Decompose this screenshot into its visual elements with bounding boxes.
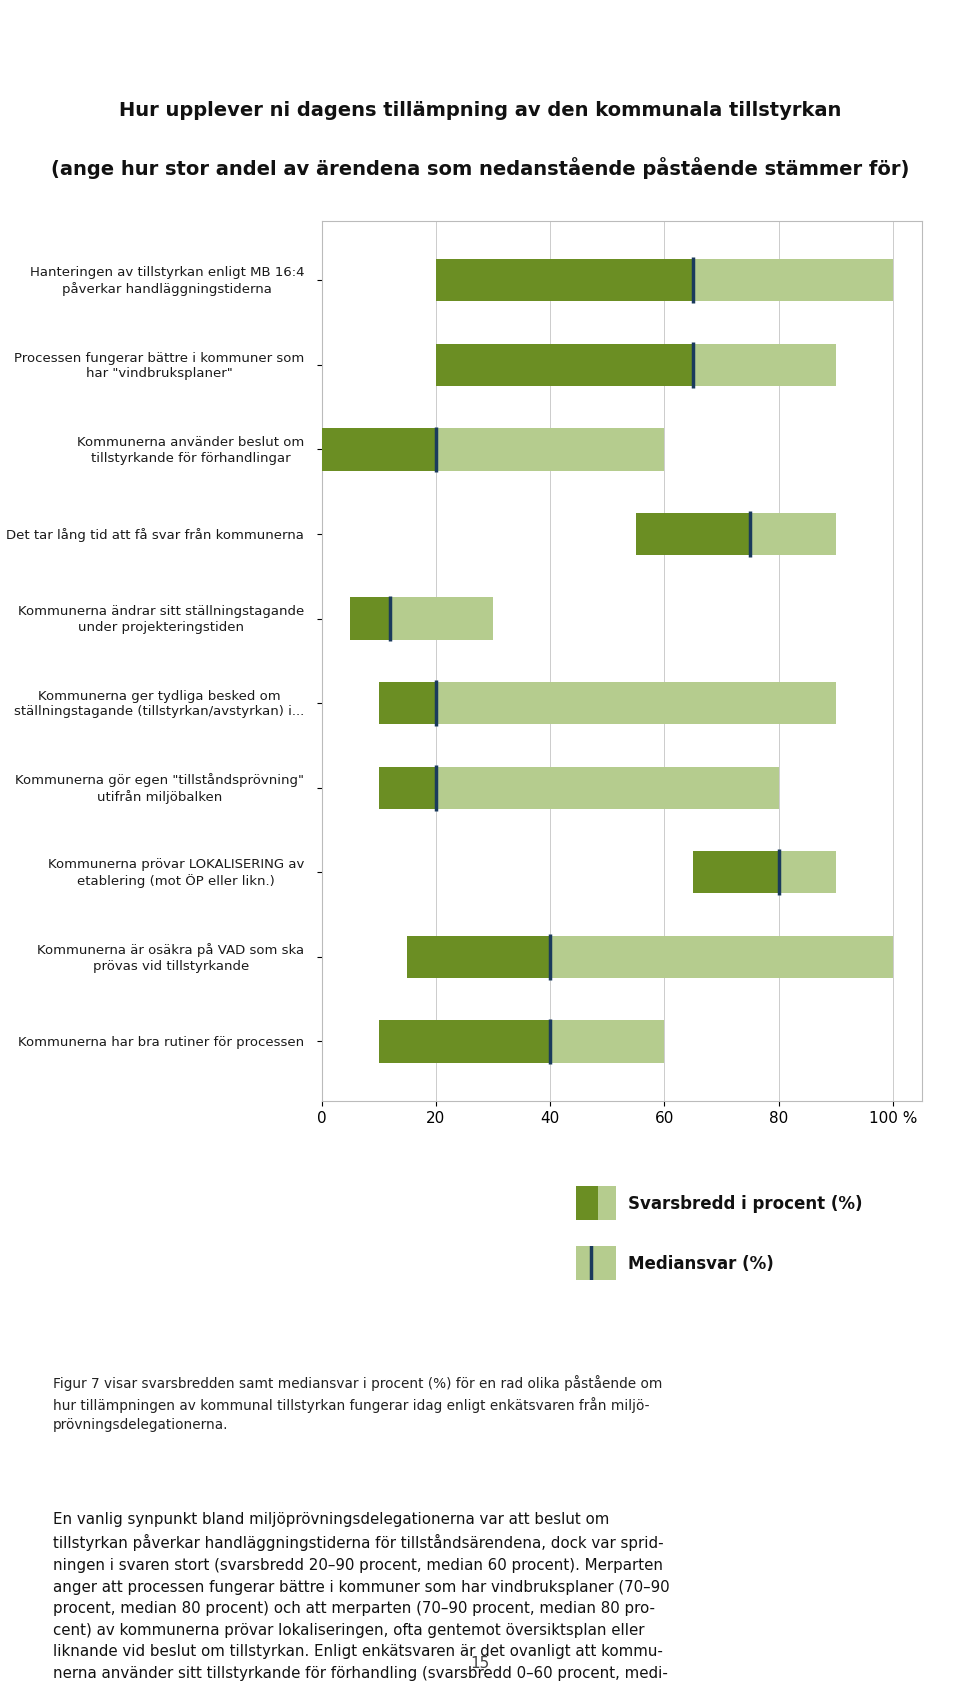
Bar xyxy=(576,1186,598,1221)
Text: Svarsbredd i procent (%): Svarsbredd i procent (%) xyxy=(628,1195,862,1212)
Bar xyxy=(322,428,436,471)
Bar xyxy=(379,766,779,809)
Bar xyxy=(436,259,693,302)
Text: Det tar lång tid att få svar från kommunerna: Det tar lång tid att få svar från kommun… xyxy=(7,527,304,541)
Bar xyxy=(636,514,836,556)
Bar xyxy=(379,766,436,809)
Text: Figur 7 visar svarsbredden samt mediansvar i procent (%) för en rad olika påståe: Figur 7 visar svarsbredden samt mediansv… xyxy=(53,1374,662,1430)
Text: Processen fungerar bättre i kommuner som
har "vindbruksplaner": Processen fungerar bättre i kommuner som… xyxy=(14,352,304,381)
Bar xyxy=(350,597,390,640)
Text: Hur upplever ni dagens tillämpning av den kommunala tillstyrkan: Hur upplever ni dagens tillämpning av de… xyxy=(119,101,841,119)
Text: Kommunerna ger tydliga besked om
ställningstagande (tillstyrkan/avstyrkan) i...: Kommunerna ger tydliga besked om ställni… xyxy=(14,690,304,719)
Text: Kommunerna använder beslut om
tillstyrkande för förhandlingar: Kommunerna använder beslut om tillstyrka… xyxy=(77,435,304,464)
Text: En vanlig synpunkt bland miljöprövningsdelegationerna var att beslut om
tillstyr: En vanlig synpunkt bland miljöprövningsd… xyxy=(53,1511,669,1680)
Text: Kommunerna gör egen "tillståndsprövning"
utifrån miljöbalken: Kommunerna gör egen "tillståndsprövning"… xyxy=(15,773,304,804)
Text: 15: 15 xyxy=(470,1656,490,1669)
Bar xyxy=(636,514,750,556)
Text: Kommunerna ändrar sitt ställningstagande
under projekteringstiden: Kommunerna ändrar sitt ställningstagande… xyxy=(18,604,304,633)
Text: Kommunerna prövar LOKALISERING av
etablering (mot ÖP eller likn.): Kommunerna prövar LOKALISERING av etable… xyxy=(48,859,304,888)
Bar xyxy=(436,259,893,302)
Bar xyxy=(350,597,493,640)
Text: Kommunerna är osäkra på VAD som ska
prövas vid tillstyrkande: Kommunerna är osäkra på VAD som ska pröv… xyxy=(37,942,304,971)
Bar xyxy=(598,1186,616,1221)
Bar xyxy=(693,852,779,894)
Text: Kommunerna har bra rutiner för processen: Kommunerna har bra rutiner för processen xyxy=(18,1036,304,1048)
Bar xyxy=(407,935,550,978)
Bar xyxy=(322,428,664,471)
Bar xyxy=(693,852,836,894)
Bar xyxy=(379,1021,664,1063)
Bar xyxy=(379,1021,550,1063)
Text: (ange hur stor andel av ärendena som nedanstående påstående stämmer för): (ange hur stor andel av ärendena som ned… xyxy=(51,157,909,179)
Bar xyxy=(436,345,836,387)
Bar xyxy=(407,935,893,978)
Text: Mediansvar (%): Mediansvar (%) xyxy=(628,1255,774,1272)
Bar xyxy=(436,345,693,387)
Bar xyxy=(379,683,436,725)
Bar xyxy=(379,683,836,725)
Text: Hanteringen av tillstyrkan enligt MB 16:4
påverkar handläggningstiderna: Hanteringen av tillstyrkan enligt MB 16:… xyxy=(30,266,304,295)
